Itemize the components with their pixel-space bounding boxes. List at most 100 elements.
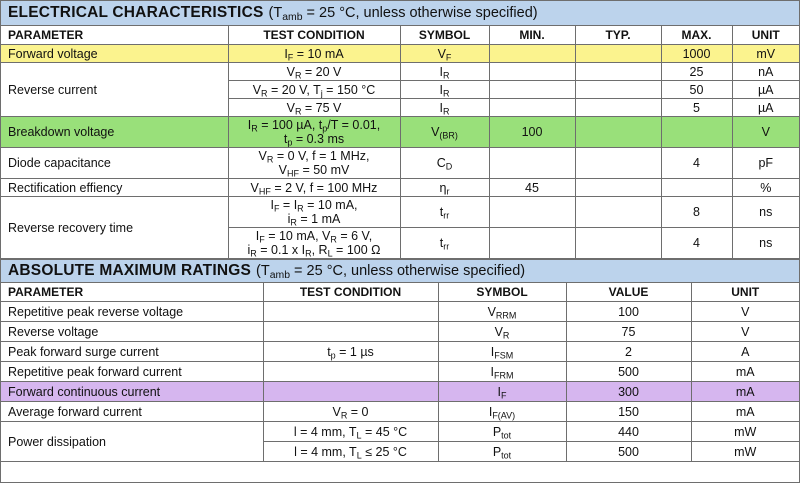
col-header-typ: TYP. — [574, 26, 662, 45]
table-row-reverse-current-2: VR = 20 V, Tj = 150 °C IR 50 µA — [1, 80, 799, 99]
symbol-cell: Ptot — [437, 441, 567, 462]
table-row-reverse-voltage: Reverse voltage VR 75 V — [1, 321, 799, 342]
min-cell: 45 — [488, 178, 576, 197]
symbol-cell: VR — [437, 321, 567, 342]
condition-cell — [262, 321, 439, 342]
section-condition: (Tamb = 25 °C, unless otherwise specifie… — [268, 5, 538, 23]
param-cell: Power dissipation — [1, 421, 264, 462]
typ-cell — [574, 178, 662, 197]
unit-cell: pF — [731, 147, 799, 179]
symbol-cell: IF(AV) — [437, 401, 567, 422]
col-header-parameter: PARAMETER — [1, 26, 229, 45]
max-cell: 4 — [660, 227, 733, 259]
col-header-symbol: SYMBOL — [399, 26, 490, 45]
max-cell: 25 — [660, 62, 733, 81]
table-row-reverse-current-3: VR = 75 V IR 5 µA — [1, 98, 799, 117]
symbol-cell: IR — [399, 62, 490, 81]
unit-cell: mV — [731, 44, 799, 63]
col-header-symbol: SYMBOL — [437, 283, 567, 302]
symbol-cell: IFSM — [437, 341, 567, 362]
electrical-table: PARAMETER TEST CONDITION SYMBOL MIN. TYP… — [1, 26, 799, 259]
table-row-repetitive-peak-reverse-voltage: Repetitive peak reverse voltage VRRM 100… — [1, 301, 799, 322]
table-row-peak-forward-surge-current: Peak forward surge current tp = 1 µs IFS… — [1, 341, 799, 362]
unit-cell: nA — [731, 62, 799, 81]
symbol-cell: Ptot — [437, 421, 567, 442]
min-cell — [488, 44, 576, 63]
condition-cell: l = 4 mm, TL ≤ 25 °C — [263, 441, 439, 462]
typ-cell — [574, 227, 662, 259]
col-header-unit: UNIT — [690, 283, 799, 302]
max-cell: 50 — [660, 80, 733, 99]
condition-cell: l = 4 mm, TL = 45 °C — [262, 421, 439, 442]
typ-cell — [574, 196, 662, 228]
typ-cell — [574, 80, 662, 99]
typ-cell — [574, 116, 662, 148]
condition-cell: VR = 20 V — [227, 62, 401, 81]
min-cell — [488, 196, 576, 228]
min-cell — [488, 147, 576, 179]
table-row-reverse-recovery-time-2: IF = 10 mA, VR = 6 V, iR = 0.1 x IR, RL =… — [1, 227, 799, 259]
condition-cell: VR = 20 V, Tj = 150 °C — [228, 80, 401, 99]
symbol-cell: IR — [399, 80, 490, 99]
col-header-test-condition: TEST CONDITION — [227, 26, 401, 45]
param-cell: Repetitive peak forward current — [1, 361, 264, 382]
unit-cell: mA — [690, 401, 799, 422]
condition-cell: VR = 0 V, f = 1 MHz, VHF = 50 mV — [227, 147, 401, 179]
absolute-maximum-ratings-title: ABSOLUTE MAXIMUM RATINGS (Tamb = 25 °C, … — [1, 259, 799, 283]
condition-cell: IF = IR = 10 mA, iR = 1 mA — [227, 196, 401, 228]
condition-cell — [262, 361, 439, 382]
param-cell: Diode capacitance — [1, 147, 229, 179]
symbol-cell: IR — [399, 98, 490, 117]
value-cell: 500 — [565, 361, 692, 382]
unit-cell: µA — [731, 80, 799, 99]
param-cell: Reverse voltage — [1, 321, 264, 342]
table-row-repetitive-peak-forward-current: Repetitive peak forward current IFRM 500… — [1, 361, 799, 382]
param-cell: Rectification effiency — [1, 178, 229, 197]
table-row-power-dissipation-2: l = 4 mm, TL ≤ 25 °C Ptot 500 mW — [1, 441, 799, 462]
section-title: ABSOLUTE MAXIMUM RATINGS — [8, 262, 252, 279]
typ-cell — [574, 147, 662, 179]
max-cell: 5 — [660, 98, 733, 117]
unit-cell: mA — [690, 361, 799, 382]
typ-cell — [574, 44, 662, 63]
electrical-characteristics-title: ELECTRICAL CHARACTERISTICS (Tamb = 25 °C… — [1, 1, 799, 26]
min-cell — [488, 98, 576, 117]
param-cell: Forward continuous current — [1, 381, 264, 402]
col-header-test-condition: TEST CONDITION — [262, 283, 439, 302]
table-row-average-forward-current: Average forward current VR = 0 IF(AV) 15… — [1, 401, 799, 422]
symbol-cell: trr — [399, 196, 490, 228]
param-cell: Average forward current — [1, 401, 264, 422]
table-row-forward-continuous-current: Forward continuous current IF 300 mA — [1, 381, 799, 402]
table-row-breakdown-voltage: Breakdown voltage IR = 100 µA, tp/T = 0.… — [1, 116, 799, 148]
unit-cell: ns — [731, 196, 799, 228]
param-cell: Forward voltage — [1, 44, 229, 63]
condition-cell: IR = 100 µA, tp/T = 0.01, tp = 0.3 ms — [227, 116, 401, 148]
typ-cell — [574, 62, 662, 81]
typ-cell — [574, 98, 662, 117]
param-cell: Reverse recovery time — [1, 196, 229, 259]
unit-cell: V — [731, 116, 799, 148]
col-header-min: MIN. — [488, 26, 576, 45]
col-header-max: MAX. — [660, 26, 733, 45]
unit-cell: A — [690, 341, 799, 362]
max-cell: 4 — [660, 147, 733, 179]
table-row-rectification-effiency: Rectification effiency VHF = 2 V, f = 10… — [1, 178, 799, 197]
condition-cell: IF = 10 mA, VR = 6 V, iR = 0.1 x IR, RL =… — [228, 227, 401, 259]
symbol-cell: VF — [399, 44, 490, 63]
condition-cell: VR = 0 — [262, 401, 439, 422]
symbol-cell: IFRM — [437, 361, 567, 382]
table-header-row: PARAMETER TEST CONDITION SYMBOL MIN. TYP… — [1, 26, 799, 45]
value-cell: 150 — [565, 401, 692, 422]
unit-cell: mW — [690, 441, 799, 462]
absolute-ratings-table: PARAMETER TEST CONDITION SYMBOL VALUE UN… — [1, 283, 799, 462]
condition-cell: VHF = 2 V, f = 100 MHz — [227, 178, 401, 197]
max-cell — [660, 116, 733, 148]
table-row-forward-voltage: Forward voltage IF = 10 mA VF 1000 mV — [1, 44, 799, 63]
symbol-cell: VRRM — [437, 301, 567, 322]
param-cell: Breakdown voltage — [1, 116, 229, 148]
min-cell — [488, 227, 576, 259]
table-row-reverse-recovery-time: Reverse recovery time IF = IR = 10 mA, iR… — [1, 196, 799, 259]
section-title: ELECTRICAL CHARACTERISTICS — [8, 4, 264, 21]
symbol-cell: trr — [399, 227, 490, 259]
